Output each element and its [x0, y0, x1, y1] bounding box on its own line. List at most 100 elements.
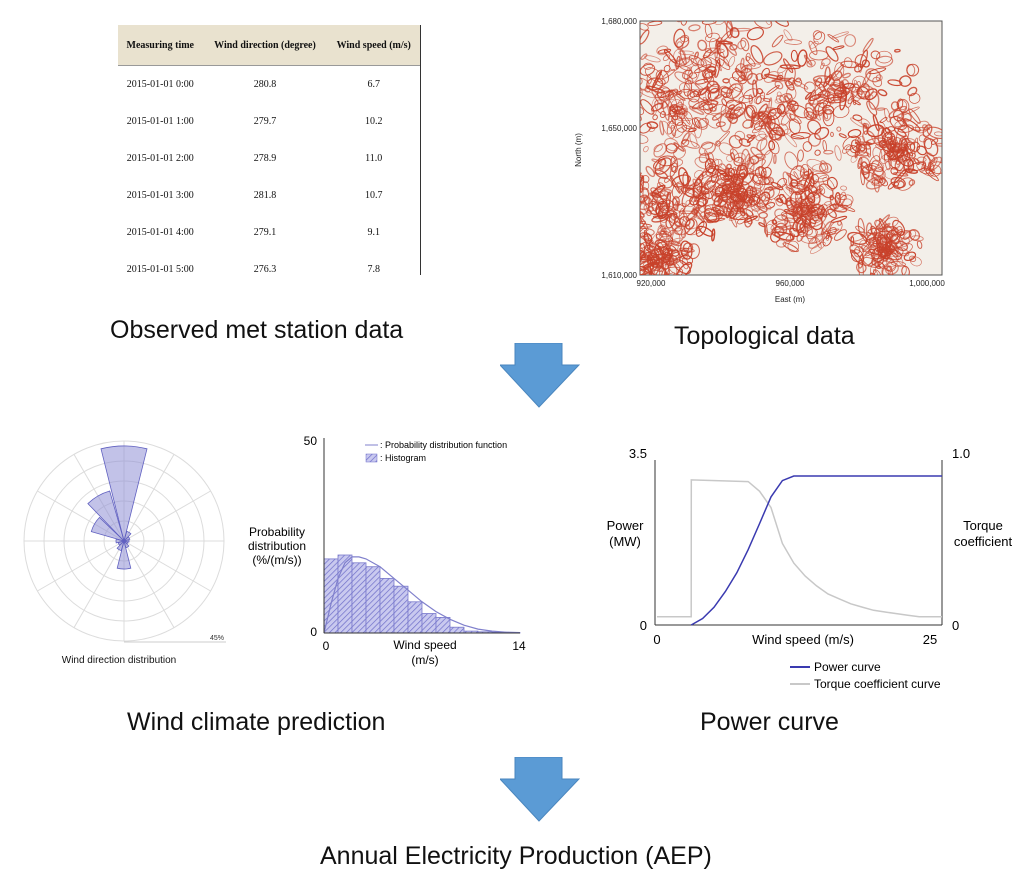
terrain-patch — [697, 10, 709, 19]
terrain-patch — [849, 244, 861, 255]
terrain-patch — [720, 86, 732, 98]
terrain-patch — [715, 209, 722, 216]
terrain-patch — [865, 68, 882, 83]
terrain-patch — [694, 169, 704, 179]
terrain-patch — [743, 199, 753, 207]
terrain-patch — [858, 259, 864, 275]
terrain-patch — [665, 143, 678, 154]
terrain-patch — [923, 138, 939, 157]
cell: 2015-01-01 4:00 — [126, 227, 194, 238]
terrain-patch — [659, 216, 674, 236]
terrain-patch — [728, 135, 743, 149]
terrain-patch — [735, 186, 745, 197]
terrain-patch — [673, 127, 685, 138]
terrain-patch — [763, 218, 769, 238]
terrain-patch — [656, 45, 669, 56]
terrain-patch — [667, 237, 683, 245]
terrain-patch — [795, 77, 801, 83]
terrain-patch — [775, 94, 785, 104]
terrain-patch — [807, 133, 822, 147]
terrain-patch — [649, 248, 658, 257]
terrain-patch — [745, 193, 756, 203]
terrain-patch — [902, 231, 911, 241]
terrain-patch — [684, 184, 696, 198]
terrain-patch — [707, 151, 714, 164]
wind-rose-petal — [87, 490, 125, 542]
terrain-patch — [675, 36, 690, 49]
terrain-patch — [615, 205, 627, 210]
caption-topological: Topological data — [674, 322, 855, 350]
terrain-patch — [896, 99, 908, 111]
terrain-patch — [698, 142, 716, 156]
terrain-patch — [715, 140, 721, 147]
terrain-patch — [666, 119, 676, 135]
terrain-patch — [850, 81, 861, 100]
pc-right-tick-top: 1.0 — [952, 446, 970, 461]
terrain-patch — [789, 113, 802, 124]
terrain-patch — [670, 99, 683, 111]
terrain-patch — [718, 51, 725, 67]
terrain-patch — [777, 64, 788, 74]
terrain-patch — [903, 156, 915, 172]
terrain-patch — [893, 142, 906, 152]
terrain-patch — [872, 76, 883, 88]
terrain-patch — [783, 95, 796, 113]
terrain-patch — [640, 23, 649, 31]
terrain-patch — [659, 158, 666, 171]
terrain-patch — [604, 99, 611, 106]
terrain-patch — [892, 109, 905, 122]
terrain-patch — [688, 127, 697, 133]
terrain-patch — [745, 56, 756, 67]
terrain-patch — [871, 160, 884, 177]
terrain-patch — [853, 79, 860, 95]
terrain-patch — [723, 93, 727, 99]
terrain-patch — [809, 241, 826, 254]
terrain-patch — [807, 119, 822, 135]
terrain-patch — [777, 11, 788, 20]
terrain-patch — [737, 217, 746, 225]
pc-ylabel-right: Torque coefficient — [954, 518, 1013, 549]
table-row: 2015-01-01 1:00 279.7 10.2 — [118, 103, 420, 140]
terrain-patch — [907, 86, 918, 97]
terrain-patch — [934, 131, 942, 137]
terrain-patch — [680, 253, 688, 260]
hist-ylabel: Probability distribution (%/(m/s)) — [248, 525, 306, 567]
terrain-patch — [701, 162, 712, 177]
terrain-patch — [906, 63, 920, 77]
terrain-patch — [715, 39, 721, 47]
terrain-patch — [771, 21, 789, 27]
terrain-patch — [625, 171, 635, 185]
terrain-patch — [705, 113, 720, 129]
terrain-patch — [615, 74, 625, 81]
terrain-patch — [764, 73, 783, 80]
terrain-patch — [901, 138, 916, 145]
terrain-patch — [619, 188, 634, 202]
terrain-patch — [887, 79, 903, 87]
terrain-patch — [770, 181, 784, 191]
terrain-patch — [668, 88, 679, 98]
cell: 10.7 — [364, 190, 383, 201]
terrain-patch — [921, 124, 929, 131]
terrain-patch — [748, 94, 753, 105]
terrain-patch — [784, 151, 799, 170]
header-wind-direction: Wind direction (degree) — [202, 25, 328, 66]
terrain-patch — [789, 165, 805, 181]
terrain-patch — [683, 115, 691, 125]
terrain-patch — [640, 174, 644, 181]
wind-rose-spoke — [123, 540, 211, 592]
legend-pdf-label: : Probability distribution function — [380, 440, 507, 450]
terrain-patch — [613, 93, 619, 109]
terrain-patch — [870, 50, 881, 60]
caption-aep: Annual Electricity Production (AEP) — [320, 842, 712, 870]
header-measuring-time: Measuring time — [118, 25, 203, 66]
terrain-patch — [679, 215, 691, 227]
terrain-patch — [728, 210, 749, 221]
terrain-patch — [896, 124, 910, 145]
terrain-patch — [816, 185, 826, 195]
terrain-patch — [803, 54, 813, 66]
terrain-patch — [651, 98, 658, 115]
terrain-patch — [640, 85, 643, 100]
terrain-patch — [664, 266, 684, 275]
terrain-patch — [765, 107, 781, 114]
terrain-patch — [763, 51, 783, 66]
